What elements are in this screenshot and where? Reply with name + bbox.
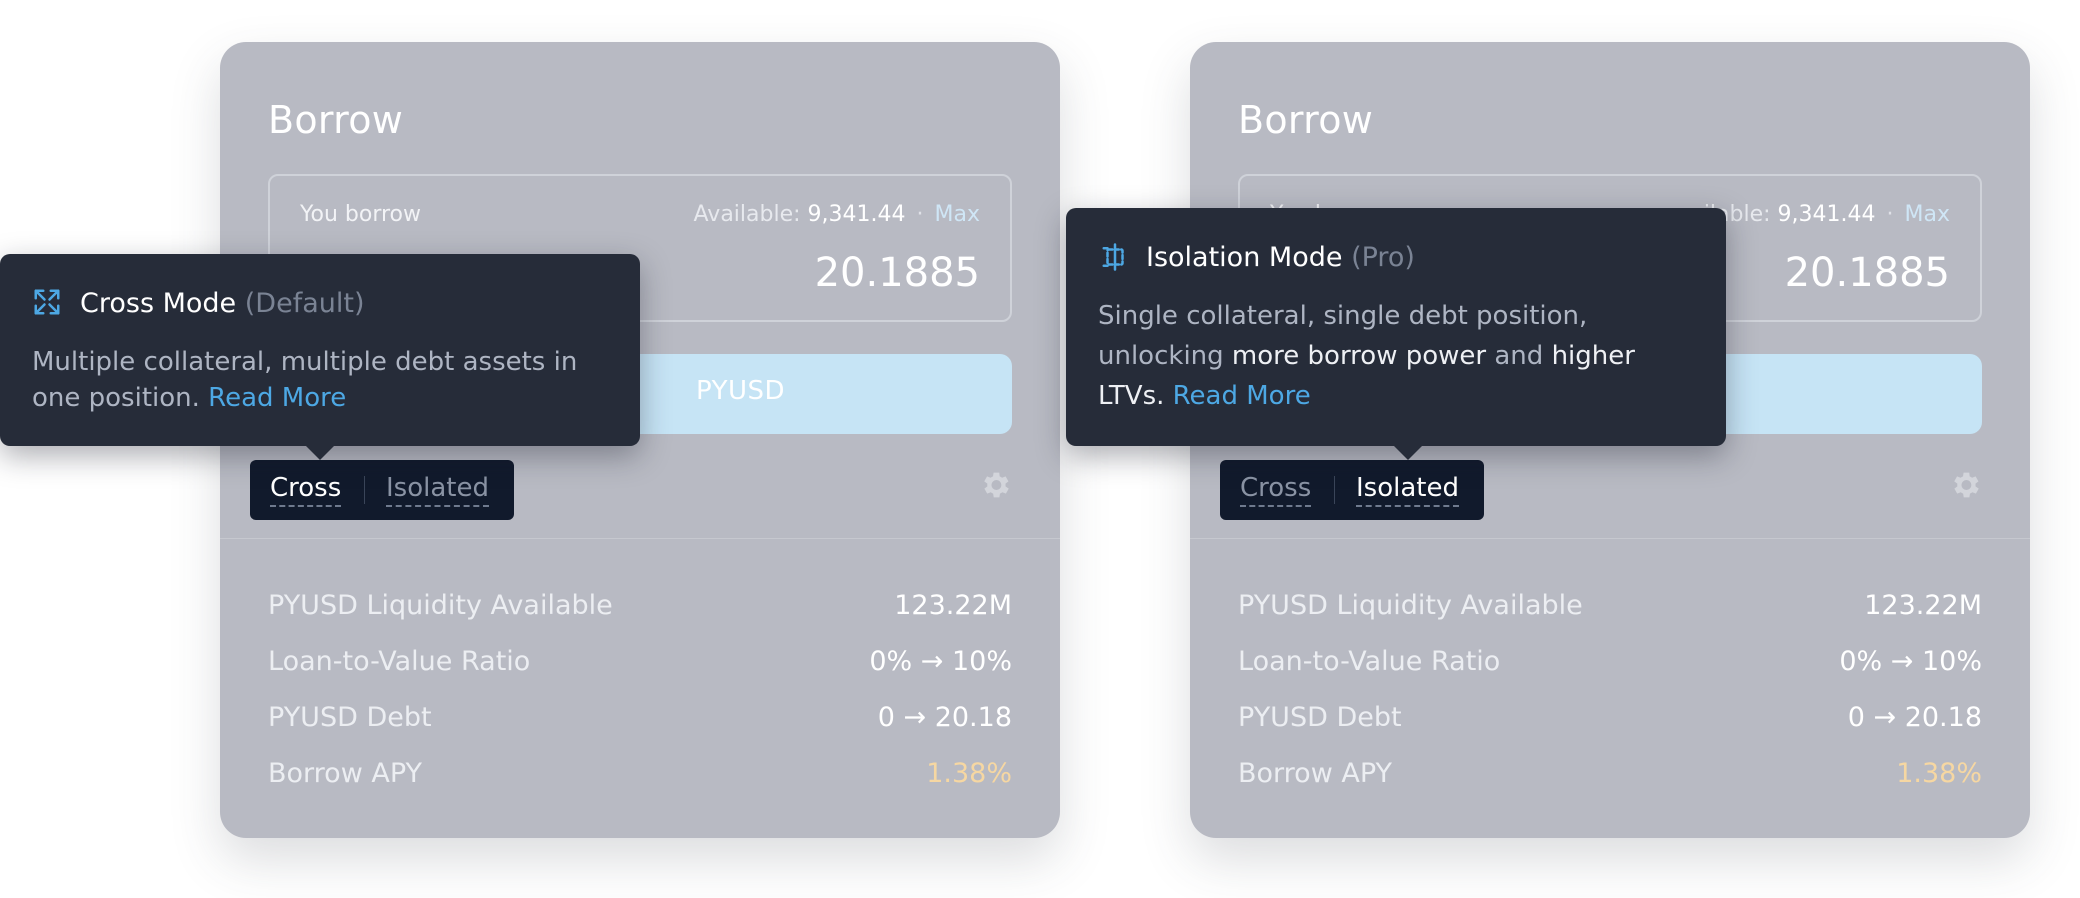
mode-option-isolated[interactable]: Isolated — [386, 472, 489, 507]
tooltip-cross-mode: Cross Mode (Default) Multiple collateral… — [0, 254, 640, 460]
stat-label: PYUSD Debt — [1238, 702, 1402, 733]
stat-label: PYUSD Liquidity Available — [1238, 590, 1583, 621]
tooltip-line-2: one position. Read More — [32, 380, 577, 416]
stats-list: PYUSD Liquidity Available 123.22M Loan-t… — [1238, 582, 1982, 806]
mode-option-cross[interactable]: Cross — [1240, 472, 1312, 507]
stat-row-ltv: Loan-to-Value Ratio 0% → 10% — [268, 638, 1012, 694]
available-balance: Available: 9,341.44 · Max — [694, 202, 980, 227]
mode-toggle: Cross Isolated — [1220, 460, 1484, 520]
tooltip-line: Multiple collateral, multiple debt asset… — [32, 347, 578, 377]
stat-label: PYUSD Liquidity Available — [268, 590, 613, 621]
stat-row-liquidity: PYUSD Liquidity Available 123.22M — [268, 582, 1012, 638]
section-divider — [1190, 538, 2030, 539]
tooltip-highlight: more borrow power — [1231, 341, 1487, 371]
card-title: Borrow — [268, 98, 404, 142]
tooltip-title-row: Cross Mode (Default) — [80, 288, 365, 319]
tooltip-tag: (Default) — [244, 288, 365, 319]
mode-option-cross[interactable]: Cross — [270, 472, 342, 507]
available-label: Available: — [693, 202, 801, 227]
toggle-divider — [1334, 476, 1335, 504]
stat-value: 123.22M — [1864, 590, 1982, 621]
stat-label: Borrow APY — [1238, 758, 1393, 789]
stat-label: Loan-to-Value Ratio — [268, 646, 531, 677]
tooltip-line-2: unlocking more borrow power and higher — [1098, 336, 1635, 376]
stats-list: PYUSD Liquidity Available 123.22M Loan-t… — [268, 582, 1012, 806]
tooltip-isolation-mode: Isolation Mode (Pro) Single collateral, … — [1066, 208, 1726, 460]
available-value: 9,341.44 — [807, 202, 906, 227]
tooltip-title-row: Isolation Mode (Pro) — [1146, 242, 1415, 273]
stat-row-ltv: Loan-to-Value Ratio 0% → 10% — [1238, 638, 1982, 694]
tooltip-caret — [306, 446, 334, 460]
card-title: Borrow — [1238, 98, 1374, 142]
tooltip-tag: (Pro) — [1351, 242, 1415, 273]
tooltip-line: Single collateral, single debt position, — [1098, 301, 1588, 331]
tooltip-title: Cross Mode — [80, 288, 237, 319]
stat-label: Borrow APY — [268, 758, 423, 789]
stat-row-debt: PYUSD Debt 0 → 20.18 — [268, 694, 1012, 750]
stat-row-apy: Borrow APY 1.38% — [268, 750, 1012, 806]
tooltip-highlight: higher — [1551, 341, 1635, 371]
tooltip-text: unlocking — [1098, 341, 1224, 371]
gear-icon[interactable] — [1948, 468, 1982, 502]
stat-value: 0 → 20.18 — [1847, 702, 1982, 733]
tooltip-body: Multiple collateral, multiple debt asset… — [32, 344, 577, 416]
stat-value: 123.22M — [894, 590, 1012, 621]
stat-value-apy: 1.38% — [926, 758, 1012, 789]
tooltip-title: Isolation Mode — [1146, 242, 1343, 273]
read-more-link[interactable]: Read More — [1172, 381, 1311, 411]
stat-row-liquidity: PYUSD Liquidity Available 123.22M — [1238, 582, 1982, 638]
toggle-divider — [364, 476, 365, 504]
stat-row-debt: PYUSD Debt 0 → 20.18 — [1238, 694, 1982, 750]
expand-arrows-icon — [34, 289, 60, 315]
tooltip-text: and — [1494, 341, 1544, 371]
borrow-amount-input[interactable]: 20.1885 — [1784, 250, 1950, 296]
tooltip-body: Single collateral, single debt position,… — [1098, 296, 1635, 416]
tooltip-line-3: LTVs. Read More — [1098, 376, 1635, 416]
borrow-input-box[interactable]: You borrow Available: 9,341.44 · Max 20.… — [268, 174, 1012, 322]
separator-dot: · — [916, 202, 924, 227]
mode-toggle: Cross Isolated — [250, 460, 514, 520]
stat-label: Loan-to-Value Ratio — [1238, 646, 1501, 677]
max-button[interactable]: Max — [1904, 202, 1950, 227]
tooltip-text: one position. — [32, 383, 200, 413]
gear-icon[interactable] — [978, 468, 1012, 502]
stat-row-apy: Borrow APY 1.38% — [1238, 750, 1982, 806]
separator-dot: · — [1886, 202, 1894, 227]
mode-option-isolated[interactable]: Isolated — [1356, 472, 1459, 507]
isolation-split-icon — [1102, 243, 1124, 271]
available-balance: ilable: 9,341.44 · Max — [1704, 202, 1950, 227]
tooltip-highlight: LTVs. — [1098, 381, 1165, 411]
read-more-link[interactable]: Read More — [208, 383, 347, 413]
section-divider — [220, 538, 1060, 539]
stat-value: 0% → 10% — [869, 646, 1012, 677]
borrow-action-label: PYUSD — [696, 376, 786, 406]
stat-value: 0% → 10% — [1839, 646, 1982, 677]
stat-label: PYUSD Debt — [268, 702, 432, 733]
tooltip-caret — [1394, 446, 1422, 460]
stat-value-apy: 1.38% — [1896, 758, 1982, 789]
available-value: 9,341.44 — [1777, 202, 1876, 227]
you-borrow-label: You borrow — [300, 202, 422, 227]
max-button[interactable]: Max — [934, 202, 980, 227]
borrow-amount-input[interactable]: 20.1885 — [814, 250, 980, 296]
stat-value: 0 → 20.18 — [877, 702, 1012, 733]
